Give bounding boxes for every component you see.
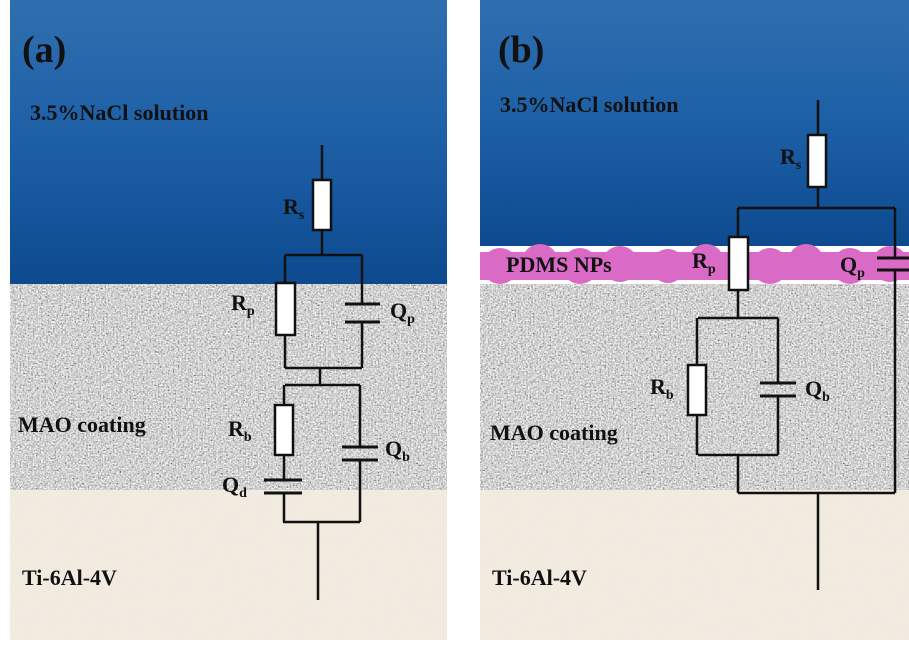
coating-label: MAO coating (490, 420, 618, 445)
solution-label: 3.5%NaCl solution (30, 100, 208, 125)
coating-layer (10, 284, 447, 490)
figure: (a) 3.5%NaCl solution MAO coating Ti-6Al… (0, 0, 909, 650)
solution-label: 3.5%NaCl solution (500, 92, 678, 117)
layer-label: PDMS NPs (506, 252, 612, 277)
panel-label: (a) (22, 29, 66, 71)
substrate-label: Ti-6Al-4V (492, 565, 587, 590)
panel-a: (a) 3.5%NaCl solution MAO coating Ti-6Al… (10, 0, 447, 640)
substrate-label: Ti-6Al-4V (22, 565, 117, 590)
coating-label: MAO coating (18, 412, 146, 437)
panel-b: (b) 3.5%NaCl solution PDMS NPs MAO coati… (480, 0, 909, 640)
solution-layer (10, 0, 447, 284)
panel-label: (b) (498, 29, 544, 71)
